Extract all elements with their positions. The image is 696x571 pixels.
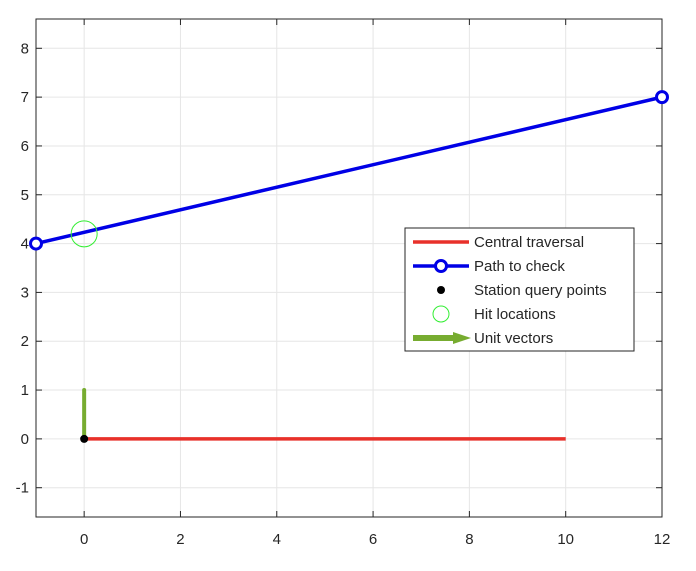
x-tick-label: 2 (176, 531, 184, 548)
y-tick-label: 1 (21, 382, 29, 399)
x-tick-label: 12 (654, 531, 671, 548)
path-to-check-marker (29, 236, 43, 251)
y-tick-label: -1 (16, 480, 29, 497)
legend-label: Central traversal (474, 234, 584, 251)
legend-marker-station-query-points (437, 286, 445, 294)
x-tick-label: 10 (557, 531, 574, 548)
legend-arrowhead-unit-vectors (453, 332, 471, 344)
y-tick-label: 0 (21, 431, 29, 448)
y-tick-label: 5 (21, 187, 29, 204)
hit-location-marker (70, 220, 98, 248)
path-to-check-marker (655, 90, 669, 105)
y-tick-label: 6 (21, 138, 29, 155)
y-tick-label: 7 (21, 89, 29, 106)
y-tick-label: 4 (21, 236, 29, 253)
legend-label: Path to check (474, 258, 565, 275)
y-tick-label: 2 (21, 333, 29, 350)
x-tick-label: 8 (465, 531, 473, 548)
plot-area (29, 90, 669, 443)
legend: Central traversal Path to check Station qu… (404, 227, 635, 352)
legend-marker-path-to-check (434, 259, 448, 273)
x-tick-label: 4 (273, 531, 281, 548)
legend-label: Station query points (474, 282, 607, 299)
y-tick-label: 3 (21, 284, 29, 301)
legend-label: Hit locations (474, 306, 556, 323)
x-tick-label: 0 (80, 531, 88, 548)
path-to-check-line (35, 95, 663, 246)
plot-frame (35, 18, 663, 518)
station-query-point (80, 434, 89, 443)
y-tick-label: 8 (21, 40, 29, 57)
legend-label: Unit vectors (474, 330, 553, 347)
legend-marker-hit-locations (432, 305, 450, 323)
x-tick-label: 6 (369, 531, 377, 548)
